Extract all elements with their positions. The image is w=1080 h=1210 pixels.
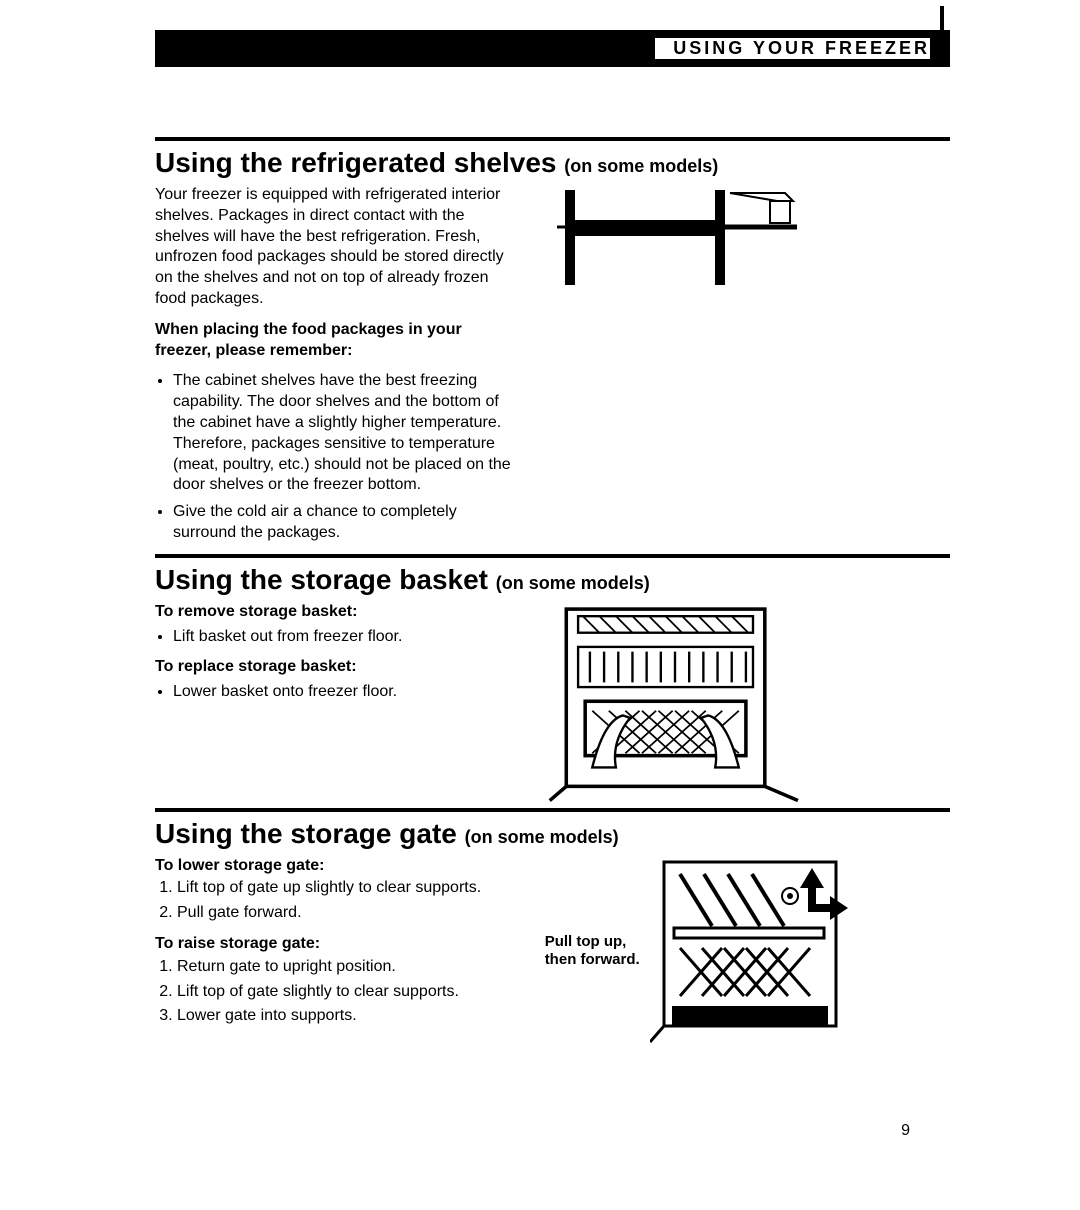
list-item: Give the cold air a chance to completely… <box>173 502 521 544</box>
list-item: Lower basket onto freezer floor. <box>173 682 521 703</box>
rule <box>155 554 950 558</box>
section3-raise-heading: To raise storage gate: <box>155 934 521 955</box>
page: USING YOUR FREEZER Using the refrigerate… <box>0 0 1080 1210</box>
crop-mark <box>940 6 944 30</box>
list-item: The cabinet shelves have the best freezi… <box>173 371 521 496</box>
section2-body: To remove storage basket: Lift basket ou… <box>155 602 950 808</box>
section2-illustration <box>545 602 950 808</box>
section1-remember-heading: When placing the food packages in your f… <box>155 320 521 362</box>
section2-title-main: Using the storage basket <box>155 564 488 595</box>
list-item: Return gate to upright position. <box>177 957 521 978</box>
basket-illustration-icon <box>545 602 805 803</box>
section1-left: Your freezer is equipped with refrigerat… <box>155 185 521 554</box>
list-item: Pull gate forward. <box>177 903 521 924</box>
section1-bullets: The cabinet shelves have the best freezi… <box>155 371 521 543</box>
section1-title: Using the refrigerated shelves (on some … <box>155 147 950 179</box>
section3-lower-steps: Lift top of gate up slightly to clear su… <box>155 878 521 924</box>
section1-body: Your freezer is equipped with refrigerat… <box>155 185 950 554</box>
section3-left: To lower storage gate: Lift top of gate … <box>155 856 521 1046</box>
list-item: Lift basket out from freezer floor. <box>173 627 521 648</box>
list-item: Lift top of gate up slightly to clear su… <box>177 878 521 899</box>
gate-illustration-icon <box>650 856 850 1046</box>
section2-remove-bullets: Lift basket out from freezer floor. <box>155 627 521 648</box>
shelf-illustration-icon <box>545 185 805 295</box>
section2-replace-heading: To replace storage basket: <box>155 657 521 678</box>
section3-lower-heading: To lower storage gate: <box>155 856 521 877</box>
rule <box>155 808 950 812</box>
section1-title-sub: (on some models) <box>564 156 718 176</box>
section3-raise-steps: Return gate to upright position. Lift to… <box>155 957 521 1027</box>
section3-body: To lower storage gate: Lift top of gate … <box>155 856 950 1046</box>
section3-illustration-row: Pull top up, then forward. <box>545 856 950 1046</box>
section2-title-sub: (on some models) <box>496 573 650 593</box>
header-title: USING YOUR FREEZER <box>655 38 930 59</box>
section2-remove-heading: To remove storage basket: <box>155 602 521 623</box>
list-item: Lift top of gate slightly to clear suppo… <box>177 982 521 1003</box>
section2-title: Using the storage basket (on some models… <box>155 564 950 596</box>
section3-title: Using the storage gate (on some models) <box>155 818 950 850</box>
header-bar: USING YOUR FREEZER <box>155 30 950 67</box>
section2-left: To remove storage basket: Lift basket ou… <box>155 602 521 808</box>
section3-title-main: Using the storage gate <box>155 818 457 849</box>
rule <box>155 137 950 141</box>
section1-title-main: Using the refrigerated shelves <box>155 147 556 178</box>
section3-right: Pull top up, then forward. <box>545 856 950 1046</box>
page-number: 9 <box>901 1122 910 1140</box>
section2-replace-bullets: Lower basket onto freezer floor. <box>155 682 521 703</box>
section3-caption: Pull top up, then forward. <box>545 933 640 969</box>
section1-illustration <box>545 185 950 554</box>
section3-title-sub: (on some models) <box>465 827 619 847</box>
section1-intro: Your freezer is equipped with refrigerat… <box>155 185 521 310</box>
list-item: Lower gate into supports. <box>177 1006 521 1027</box>
